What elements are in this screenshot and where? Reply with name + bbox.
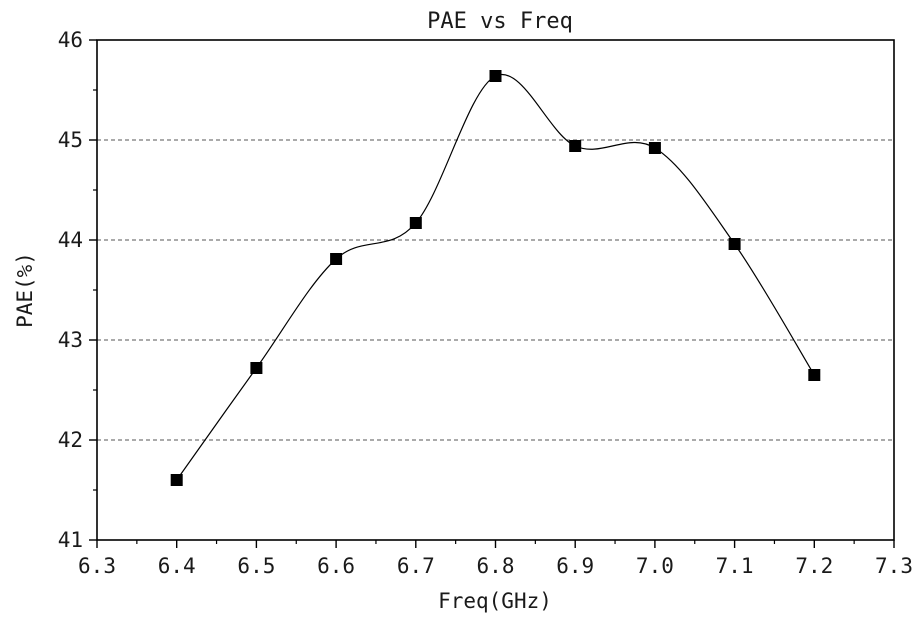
axis-ticks xyxy=(89,39,895,548)
x-tick-label: 7.0 xyxy=(636,554,674,578)
y-tick-label: 46 xyxy=(58,28,83,52)
x-tick-labels: 6.3 6.4 6.5 6.6 6.7 6.8 6.9 7.0 7.1 7.2 7.3 xyxy=(78,554,913,578)
chart-title: PAE vs Freq xyxy=(427,9,573,34)
data-point-marker xyxy=(728,238,741,250)
data-point-marker xyxy=(569,140,582,152)
data-point-marker xyxy=(648,142,661,154)
x-tick-label: 7.3 xyxy=(875,554,913,578)
grid-lines xyxy=(97,139,894,441)
x-tick-label: 6.3 xyxy=(78,554,116,578)
data-point-marker xyxy=(170,474,183,486)
x-tick-label: 7.1 xyxy=(716,554,754,578)
data-point-marker xyxy=(808,369,821,381)
data-point-marker xyxy=(409,217,422,229)
x-tick-label: 7.2 xyxy=(795,554,833,578)
x-axis-label: Freq(GHz) xyxy=(438,589,552,613)
data-point-marker xyxy=(250,362,263,374)
x-tick-label: 6.4 xyxy=(158,554,196,578)
data-point-marker xyxy=(489,70,502,82)
series-curve xyxy=(176,73,815,481)
y-tick-label: 42 xyxy=(58,428,83,452)
y-tick-label: 44 xyxy=(58,228,83,252)
x-tick-label: 6.6 xyxy=(317,554,355,578)
y-axis-label: PAE(%) xyxy=(13,252,37,328)
x-tick-label: 6.9 xyxy=(556,554,594,578)
series-markers xyxy=(170,70,821,486)
y-tick-labels: 41 42 43 44 45 46 xyxy=(58,28,83,552)
y-tick-label: 45 xyxy=(58,128,83,152)
plot-area-frame xyxy=(96,39,895,541)
y-tick-label: 41 xyxy=(58,528,83,552)
x-tick-label: 6.7 xyxy=(397,554,435,578)
y-tick-label: 43 xyxy=(58,328,83,352)
data-point-marker xyxy=(330,253,343,265)
x-tick-label: 6.8 xyxy=(477,554,515,578)
x-tick-label: 6.5 xyxy=(237,554,275,578)
